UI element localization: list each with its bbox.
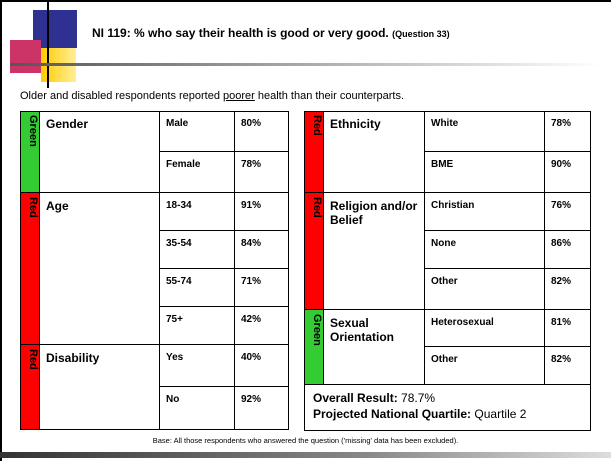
value-cell: 76% [545,193,591,231]
group-cell: Religion and/or Belief [324,193,425,310]
footer: Base: All those respondents who answered… [152,436,459,445]
value-cell: 40% [235,345,289,387]
value-cell: 84% [235,231,289,269]
deco-vline [47,0,49,88]
category-cell: Heterosexual [425,310,545,347]
category-cell: Yes [160,345,235,387]
title-text: NI 119: % who say their health is good o… [92,26,389,40]
status-cell: Red [304,193,324,310]
status-cell: Green [304,310,324,385]
status-cell: Green [20,111,40,193]
quartile-label: Projected National Quartile: [313,407,472,421]
title-note: (Question 33) [392,29,450,39]
group-cell: Disability [40,345,160,430]
value-cell: 82% [545,347,591,385]
value-cell: 81% [545,310,591,347]
value-cell: 91% [235,193,289,231]
status-cell: Red [304,111,324,193]
value-cell: 90% [545,152,591,193]
table-border [20,111,289,430]
value-cell: 42% [235,307,289,345]
group-cell: Ethnicity [324,111,425,193]
value-cell: 82% [545,269,591,310]
group-cell: Gender [40,111,160,193]
group-cell: Age [40,193,160,345]
subtitle: Older and disabled respondents reported … [20,90,404,102]
category-cell: None [425,231,545,269]
summary-box: Overall Result: 78.7% Projected National… [304,385,591,431]
overall-label: Overall Result: [313,391,398,405]
status-cell: Red [20,345,40,430]
category-cell: BME [425,152,545,193]
value-cell: 92% [235,387,289,430]
value-cell: 78% [235,152,289,193]
group-cell: Sexual Orientation [324,310,425,385]
category-cell: 18-34 [160,193,235,231]
subtitle-emph: poorer [223,90,255,102]
category-cell: Other [425,347,545,385]
quartile-value: Quartile 2 [474,407,527,421]
overall: Overall Result: 78.7% [313,390,590,406]
category-cell: Other [425,269,545,310]
category-cell: Male [160,111,235,152]
status-cell: Red [20,193,40,345]
category-cell: Female [160,152,235,193]
category-cell: Christian [425,193,545,231]
overall-value: 78.7% [401,391,436,405]
bottom-bar [0,452,611,458]
category-cell: No [160,387,235,430]
category-cell: 75+ [160,307,235,345]
value-cell: 80% [235,111,289,152]
value-cell: 71% [235,269,289,307]
value-cell: 86% [545,231,591,269]
subtitle-text: Older and disabled respondents reported [20,90,224,102]
category-cell: 35-54 [160,231,235,269]
quartile: Projected National Quartile: Quartile 2 [313,406,590,422]
table-border [304,111,591,385]
deco-red [10,40,41,73]
subtitle-text: health than their counterparts. [254,90,405,102]
deco-hline [10,63,602,66]
value-cell: 78% [545,111,591,152]
category-cell: White [425,111,545,152]
title: NI 119: % who say their health is good o… [92,26,450,40]
category-cell: 55-74 [160,269,235,307]
